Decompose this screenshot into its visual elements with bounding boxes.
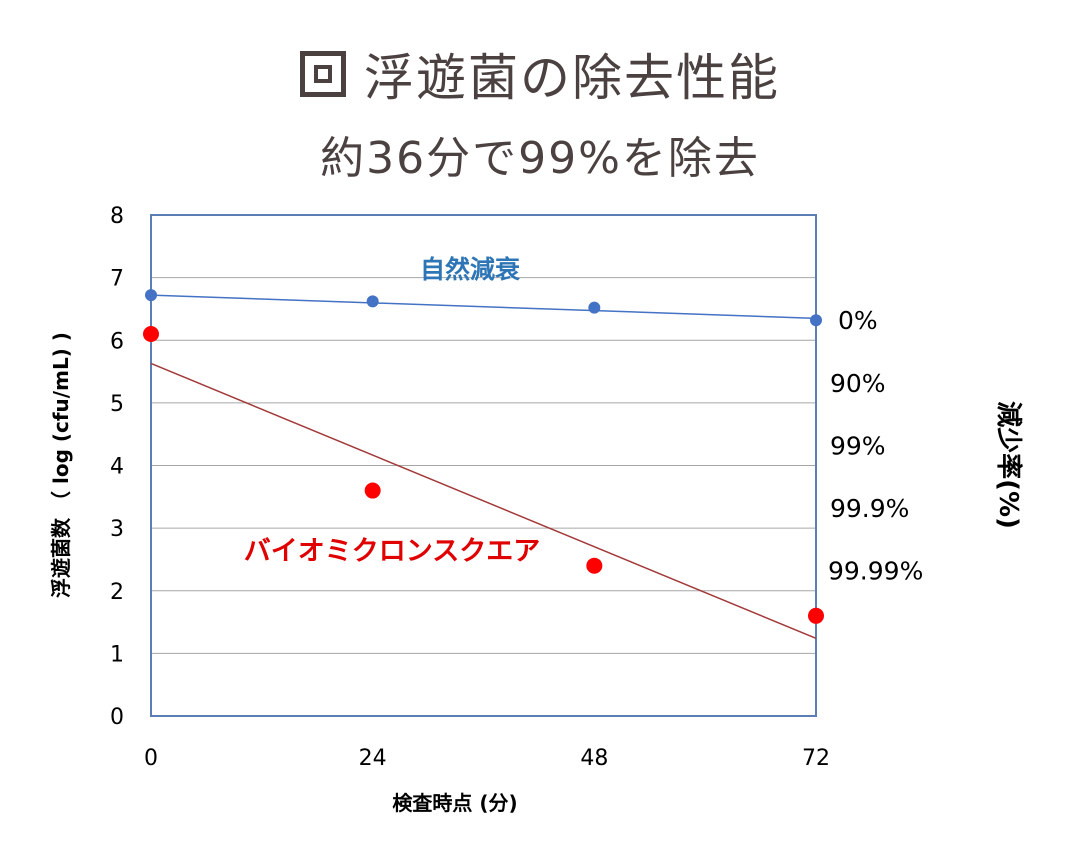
grid-lines [151,277,816,654]
trendline [150,294,817,320]
y-tick-label: 6 [110,329,124,354]
x-tick-label: 48 [580,746,608,771]
reduction-label: 99% [830,431,886,460]
data-point [364,482,381,499]
x-tick-labels: 0 24 48 72 [144,746,830,771]
x-tick-label: 0 [144,746,158,771]
data-point [588,301,601,314]
series-label: バイオミクロンスクエア [244,536,540,567]
data-point [808,607,824,624]
y-tick-label: 2 [110,580,124,605]
reduction-label: 99.99% [828,557,923,586]
y-tick-labels: 0 1 2 3 4 5 6 7 8 [110,204,124,730]
y-tick-label: 4 [110,455,124,480]
y-tick-label: 1 [110,642,124,667]
y-tick-label: 3 [110,517,124,542]
chart-subtitle: 約36分で99%を除去 [320,133,760,184]
series-label: 自然減衰 [420,255,521,284]
chart-title: 浮遊菌の除去性能 [364,49,780,107]
y-tick-label: 5 [110,392,124,417]
reduction-labels: 0% 90% 99% 99.9% 99.99% [828,306,923,586]
y-axis-right-label: 減少率(%) [993,401,1024,529]
x-tick-label: 24 [359,746,387,771]
title-row: 浮遊菌の除去性能 [0,38,1080,110]
data-point [145,289,157,302]
data-point [810,314,822,327]
y-tick-label: 0 [110,705,124,730]
reduction-label: 0% [838,306,878,335]
y-tick-label: 8 [110,204,124,229]
reduction-label: 90% [830,369,886,398]
square-bullet-icon [300,51,346,97]
y-tick-label: 7 [110,267,124,292]
plot-frame [150,214,817,717]
data-point [586,557,603,574]
y-axis-label: 浮遊菌数 （ log (cfu/mL) ) [49,332,73,598]
x-tick-label: 72 [802,746,830,771]
data-point [143,325,159,342]
data-point [366,295,379,308]
trendline [150,362,817,640]
x-axis-label: 検査時点 (分) [392,791,517,815]
reduction-label: 99.9% [830,494,909,523]
